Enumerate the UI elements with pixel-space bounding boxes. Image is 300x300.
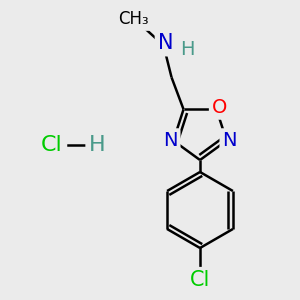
Text: N: N [158, 33, 173, 53]
Text: Cl: Cl [41, 135, 63, 155]
Text: N: N [163, 131, 178, 150]
Text: N: N [222, 131, 237, 150]
Text: H: H [89, 135, 105, 155]
Text: O: O [212, 98, 227, 117]
Text: Cl: Cl [190, 270, 210, 290]
Text: H: H [180, 40, 195, 59]
Text: CH₃: CH₃ [118, 10, 149, 28]
